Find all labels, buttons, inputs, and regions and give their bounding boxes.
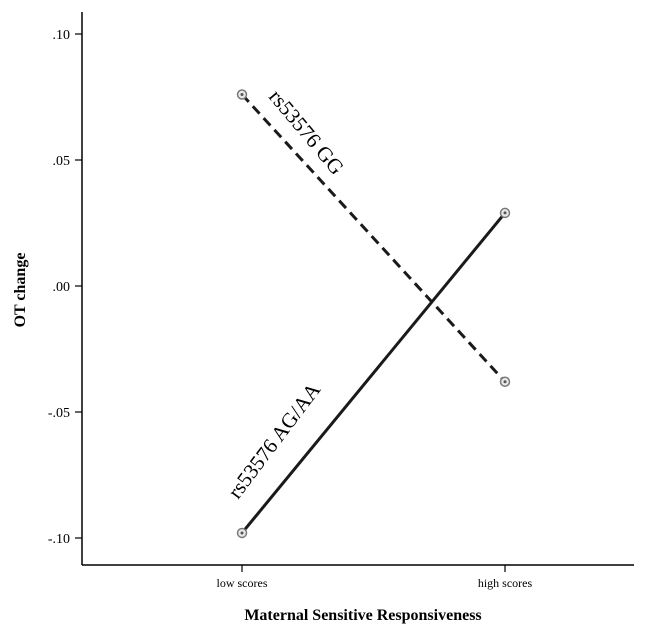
series-point-center xyxy=(240,92,244,96)
y-tick-label: -.10 xyxy=(48,532,70,547)
y-axis-title: OT change xyxy=(12,253,29,328)
series-line-1 xyxy=(240,211,507,534)
series-point-center xyxy=(503,380,507,384)
series-points xyxy=(236,89,511,539)
x-axis-title: Maternal Sensitive Responsiveness xyxy=(244,607,481,624)
y-tick-label: .05 xyxy=(53,154,71,169)
y-axis-ticks: .10 .05 .00 -.05 -.10 xyxy=(48,28,82,547)
series-point-center xyxy=(240,531,244,535)
series-lines xyxy=(240,93,507,534)
series-line-0 xyxy=(240,93,507,383)
y-tick-label: .00 xyxy=(53,280,71,295)
plot-area: .10.05.00-.05-.10 low scores high scores … xyxy=(48,12,634,590)
series-label-ag-aa: rs53576 AG/AA xyxy=(223,377,326,503)
y-tick-label: -.05 xyxy=(48,406,70,421)
y-tick-label: .10 xyxy=(53,28,71,43)
series-point-center xyxy=(503,211,507,215)
x-tick-label: high scores xyxy=(478,576,533,590)
x-axis-ticks: low scores high scores xyxy=(217,565,533,590)
x-tick-label: low scores xyxy=(217,576,268,590)
